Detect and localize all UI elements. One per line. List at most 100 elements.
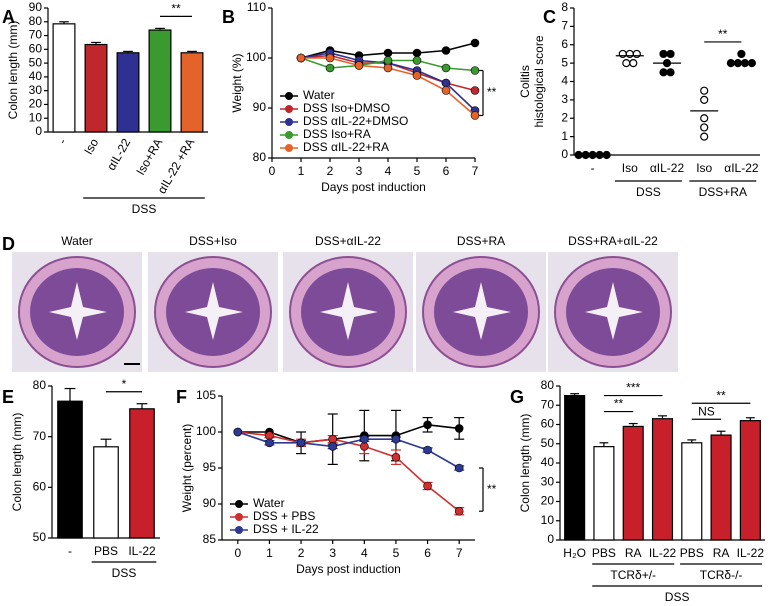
- legend-marker: [285, 92, 293, 100]
- image-label: Water: [61, 234, 93, 248]
- data-point: [470, 66, 480, 75]
- legend-label: DSS αIL-22+DMSO: [303, 114, 408, 128]
- legend-marker: [235, 513, 243, 521]
- data-point: [423, 420, 432, 430]
- legend-label: DSS + IL-22: [253, 522, 319, 536]
- data-point: [700, 132, 709, 141]
- data-point: [441, 63, 451, 73]
- panel-letter: B: [222, 7, 235, 27]
- data-point: [659, 68, 668, 77]
- data-point: [296, 53, 306, 63]
- legend-label: DSS Iso+RA: [303, 127, 371, 141]
- panel-letter: A: [2, 7, 15, 27]
- group-label: TCRδ-/-: [700, 568, 743, 582]
- y-axis-label: Weight (percent): [180, 424, 194, 512]
- legend-marker: [285, 105, 293, 113]
- data-point: [618, 49, 627, 59]
- data-point: [360, 442, 369, 451]
- x-tick-label: Iso: [622, 161, 638, 175]
- y-axis-label: histological score: [532, 35, 546, 127]
- x-tick-label: 0: [234, 546, 241, 560]
- bar: [739, 420, 761, 541]
- legend-label: Water: [253, 496, 285, 510]
- y-tick-label: 50: [541, 436, 555, 450]
- y-tick-label: 100: [246, 50, 266, 64]
- y-tick-label: 40: [29, 69, 43, 83]
- x-tick-label: 3: [329, 546, 336, 560]
- y-tick-label: 60: [33, 480, 47, 494]
- x-tick-label: IL-22: [128, 544, 156, 558]
- data-point: [441, 86, 451, 95]
- bar: [84, 43, 108, 133]
- y-axis-label: Weight (%): [230, 53, 244, 112]
- x-tick-label: RA: [625, 546, 642, 560]
- data-point: [700, 123, 709, 132]
- image-label: DSS+RA: [457, 234, 505, 248]
- bar: [57, 400, 83, 539]
- y-tick-label: 0: [561, 147, 568, 161]
- x-tick-label: 5: [414, 164, 421, 178]
- y-tick-label: 80: [253, 150, 267, 164]
- data-point: [391, 434, 401, 444]
- bar: [129, 408, 155, 539]
- y-tick-label: 2: [561, 110, 568, 124]
- data-point: [325, 63, 335, 73]
- data-point: [454, 506, 464, 516]
- data-point: [383, 48, 393, 58]
- x-tick-label: αIL-22: [724, 161, 759, 175]
- significance-label: **: [716, 388, 726, 402]
- data-point: [454, 463, 464, 473]
- x-tick-label: 6: [424, 546, 431, 560]
- y-tick-label: 60: [29, 42, 43, 56]
- bar: [180, 52, 204, 133]
- data-point: [454, 424, 464, 433]
- significance-label: *: [122, 377, 127, 391]
- data-point: [412, 56, 422, 65]
- x-tick-label: RA: [713, 546, 730, 560]
- y-tick-label: 3: [561, 92, 568, 106]
- data-point: [700, 95, 709, 104]
- data-point: [470, 111, 480, 120]
- x-tick-label: 3: [356, 164, 363, 178]
- group-label: DSS: [636, 185, 661, 199]
- legend-marker: [235, 526, 243, 534]
- y-tick-label: 0: [547, 532, 554, 546]
- y-tick-label: 110: [247, 0, 266, 14]
- x-tick-label: 5: [393, 546, 400, 560]
- y-axis-label: Colon length (mm): [6, 21, 20, 120]
- group-label: DSS: [132, 202, 157, 216]
- tissue-lumen: [453, 282, 511, 340]
- legend-label: DSS + PBS: [253, 509, 315, 523]
- group-label: TCRδ+/-: [610, 568, 656, 582]
- y-tick-label: 70: [33, 429, 47, 443]
- image-label: DSS+Iso: [189, 234, 237, 248]
- data-point: [423, 481, 432, 491]
- y-tick-label: 30: [29, 83, 43, 97]
- x-tick-label: -: [55, 136, 69, 146]
- data-point: [391, 452, 401, 462]
- panel-letter: F: [176, 387, 187, 407]
- x-tick-label: αIL-22: [104, 136, 133, 173]
- data-point: [737, 49, 746, 59]
- data-point: [423, 445, 432, 455]
- data-point: [233, 427, 243, 437]
- bar: [93, 446, 119, 539]
- y-tick-label: 10: [541, 513, 555, 527]
- data-point: [470, 86, 480, 95]
- panel-letter: D: [2, 234, 15, 254]
- x-tick-label: 6: [443, 164, 450, 178]
- data-point: [328, 442, 337, 451]
- tissue-lumen: [585, 282, 643, 340]
- bar: [52, 23, 76, 133]
- data-point: [666, 68, 675, 77]
- y-tick-label: 7: [561, 19, 568, 33]
- significance-label: ***: [626, 381, 640, 395]
- y-tick-label: 6: [561, 37, 568, 51]
- y-axis-label: Colon length (mm): [10, 413, 24, 512]
- x-tick-label: H₂O: [563, 546, 586, 560]
- y-tick-label: 20: [541, 494, 555, 508]
- y-tick-label: 8: [561, 0, 568, 14]
- x-tick-label: 0: [269, 164, 276, 178]
- y-tick-label: 10: [29, 110, 43, 124]
